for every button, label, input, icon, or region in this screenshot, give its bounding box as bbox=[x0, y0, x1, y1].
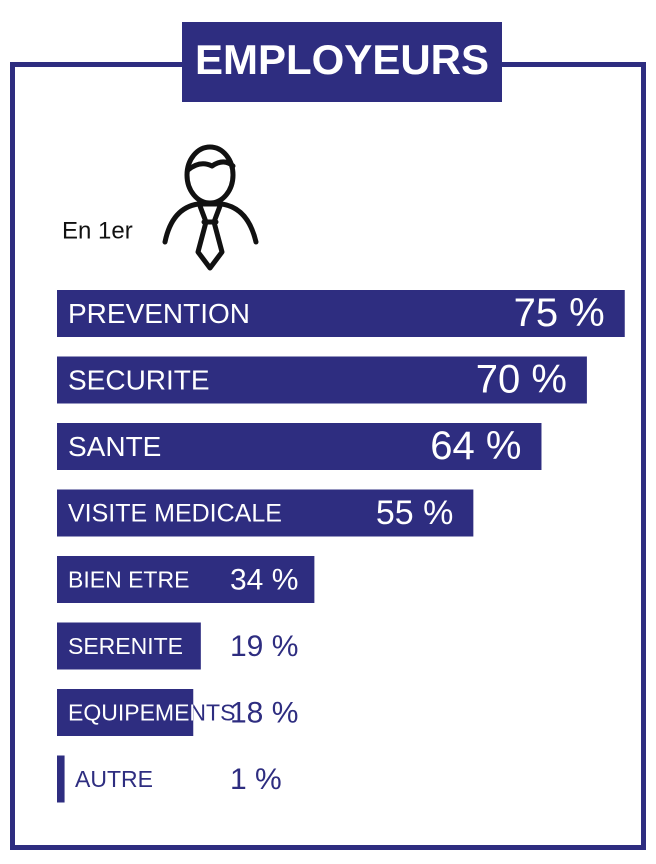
label-layer: VISITE MEDICALE 55 % bbox=[68, 494, 453, 532]
category-label: BIEN ETRE bbox=[68, 567, 189, 593]
category-label: SERENITE bbox=[68, 633, 183, 659]
title-box bbox=[182, 22, 502, 102]
category-label: SANTE bbox=[68, 431, 161, 462]
bar bbox=[57, 356, 587, 404]
category-label: AUTRE bbox=[75, 766, 153, 792]
label-layer: SANTE 64 % bbox=[68, 424, 521, 468]
labels: BIEN ETRE 34 %BIEN ETRE 34 % bbox=[68, 563, 298, 596]
bar bbox=[57, 556, 315, 603]
value-label: 64 % bbox=[430, 424, 521, 468]
subtitle: En 1er bbox=[62, 217, 133, 244]
category-label: PREVENTION bbox=[68, 298, 250, 329]
category-label: EQUIPEMENTS bbox=[68, 700, 235, 726]
label-layer: PREVENTION 75 % bbox=[68, 291, 605, 335]
value-label: 18 % bbox=[230, 696, 298, 729]
label-layer: SANTE 64 % bbox=[68, 424, 521, 468]
labels: AUTRE 1 %AUTRE 1 % bbox=[75, 763, 282, 796]
value-label: 75 % bbox=[514, 291, 605, 335]
label-layer: BIEN ETRE 34 % bbox=[68, 563, 298, 596]
value-label: 19 % bbox=[230, 630, 298, 663]
category-label: VISITE MEDICALE bbox=[68, 500, 282, 528]
bar bbox=[57, 489, 474, 537]
chart-title: EMPLOYEURS bbox=[195, 36, 489, 83]
labels: SERENITE 19 %SERENITE 19 % bbox=[68, 630, 298, 663]
bar bbox=[57, 423, 542, 470]
person-icon bbox=[162, 144, 259, 271]
value-label: 55 % bbox=[376, 494, 454, 532]
bar bbox=[57, 689, 194, 736]
value-label: 64 % bbox=[430, 424, 521, 468]
bar bbox=[57, 290, 625, 337]
value-label: 75 % bbox=[514, 291, 605, 335]
category-label: SECURITE bbox=[68, 364, 210, 395]
bar bbox=[57, 755, 65, 803]
label-layer: SECURITE 70 % bbox=[68, 358, 567, 402]
label-layer: AUTRE 1 % bbox=[75, 763, 282, 796]
value-label: 1 % bbox=[230, 763, 282, 796]
value-label: 55 % bbox=[376, 494, 454, 532]
label-layer: SERENITE 19 % bbox=[68, 630, 298, 663]
category-label: SECURITE bbox=[68, 364, 210, 395]
category-label: VISITE MEDICALE bbox=[68, 500, 282, 528]
category-label: EQUIPEMENTS bbox=[68, 700, 235, 726]
value-label: 70 % bbox=[476, 358, 567, 402]
category-label: SERENITE bbox=[68, 633, 183, 659]
bar bbox=[57, 622, 201, 670]
category-label: BIEN ETRE bbox=[68, 567, 189, 593]
labels: SANTE 64 %SANTE 64 % bbox=[68, 424, 521, 468]
value-label: 34 % bbox=[230, 563, 298, 596]
labels: PREVENTION 75 %PREVENTION 75 % bbox=[68, 291, 605, 335]
label-layer: VISITE MEDICALE 55 % bbox=[68, 494, 453, 532]
label-layer: PREVENTION 75 % bbox=[68, 291, 605, 335]
category-label: PREVENTION bbox=[68, 298, 250, 329]
value-label: 34 % bbox=[230, 563, 298, 596]
label-layer: BIEN ETRE 34 % bbox=[68, 563, 298, 596]
labels: VISITE MEDICALE 55 %VISITE MEDICALE 55 % bbox=[68, 494, 453, 532]
labels: SECURITE 70 %SECURITE 70 % bbox=[68, 358, 567, 402]
label-layer: SECURITE 70 % bbox=[68, 358, 567, 402]
category-label: SANTE bbox=[68, 431, 161, 462]
label-layer: SERENITE 19 % bbox=[68, 633, 183, 659]
value-label: 70 % bbox=[476, 358, 567, 402]
